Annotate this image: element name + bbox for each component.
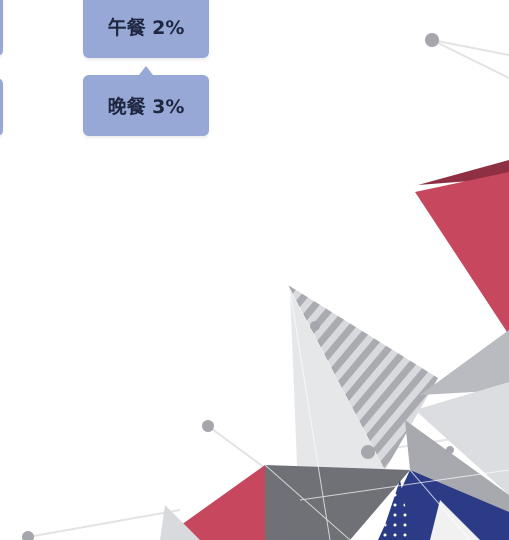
node-box: 晚餐 3% xyxy=(83,75,209,136)
node-box: 午餐 2% xyxy=(83,0,209,58)
partial-box xyxy=(0,78,3,136)
partial-box xyxy=(0,0,3,56)
